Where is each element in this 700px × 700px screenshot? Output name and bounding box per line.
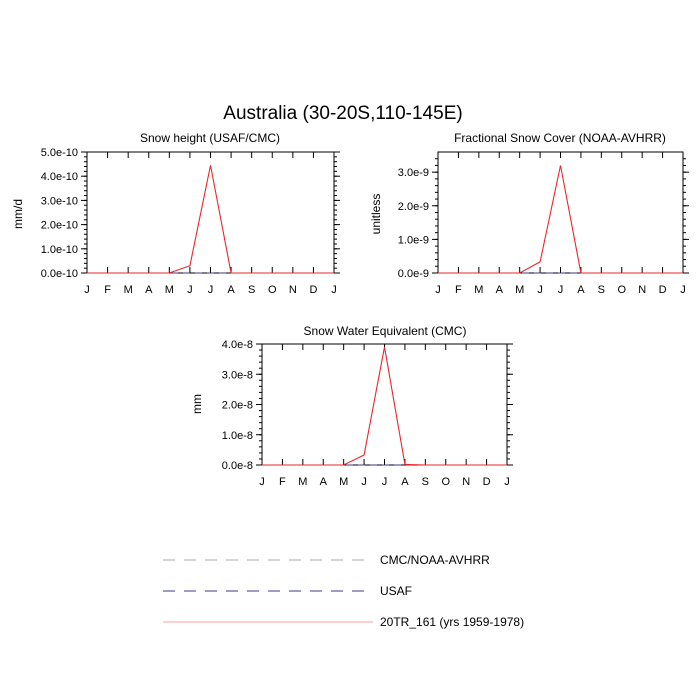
y-axis-label: unitless	[369, 194, 383, 235]
y-tick-label: 4.0e-8	[222, 339, 253, 351]
legend-label-20tr-161: 20TR_161 (yrs 1959-1978)	[380, 615, 524, 629]
x-tick-label: J	[331, 284, 337, 296]
y-tick-label: 0.0e-10	[41, 268, 78, 280]
x-tick-label: J	[84, 284, 90, 296]
x-tick-label: J	[208, 284, 214, 296]
y-tick-label: 3.0e-9	[398, 167, 429, 179]
x-tick-label: O	[617, 284, 626, 296]
x-tick-label: A	[401, 476, 409, 488]
x-tick-label: J	[537, 284, 543, 296]
x-tick-label: M	[298, 476, 307, 488]
y-axis-label: mm	[190, 394, 204, 414]
chart-title: Snow height (USAF/CMC)	[140, 131, 280, 145]
y-tick-label: 4.0e-10	[41, 171, 78, 183]
legend: CMC/NOAA-AVHRR USAF 20TR_161 (yrs 1959-1…	[163, 553, 524, 629]
y-tick-label: 2.0e-10	[41, 220, 78, 232]
x-tick-label: D	[483, 476, 491, 488]
y-tick-label: 3.0e-8	[222, 369, 253, 381]
x-tick-label: J	[558, 284, 564, 296]
x-tick-label: N	[462, 476, 470, 488]
series-line-20tr-161-yrs-1959-1978	[87, 165, 334, 274]
legend-label-cmc-noaa-avhrr: CMC/NOAA-AVHRR	[380, 553, 490, 567]
legend-label-usaf: USAF	[380, 584, 412, 598]
figure-title: Australia (30-20S,110-145E)	[223, 103, 462, 124]
y-tick-label: 0.0e-8	[222, 460, 253, 472]
series-line-20tr-161-yrs-1959-1978	[262, 346, 507, 466]
x-tick-label: J	[504, 476, 510, 488]
x-tick-label: A	[145, 284, 153, 296]
x-tick-label: J	[435, 284, 441, 296]
plot-frame	[86, 151, 335, 274]
y-tick-label: 1.0e-9	[398, 234, 429, 246]
x-tick-label: J	[187, 284, 193, 296]
x-tick-label: F	[455, 284, 462, 296]
x-tick-label: D	[659, 284, 667, 296]
plot-frame	[437, 151, 684, 274]
x-tick-label: J	[259, 476, 265, 488]
y-tick-label: 1.0e-8	[222, 430, 253, 442]
y-axis-label: mm/d	[11, 199, 25, 229]
y-tick-label: 2.0e-8	[222, 400, 253, 412]
y-tick-label: 2.0e-9	[398, 201, 429, 213]
y-tick-label: 5.0e-10	[41, 147, 78, 159]
x-tick-label: N	[289, 284, 297, 296]
x-tick-label: J	[382, 476, 388, 488]
x-tick-label: F	[279, 476, 286, 488]
y-tick-label: 0.0e-9	[398, 268, 429, 280]
x-tick-label: A	[227, 284, 235, 296]
x-tick-label: O	[268, 284, 277, 296]
x-tick-label: A	[577, 284, 585, 296]
chart-fractional-snow-cover: Fractional Snow Cover (NOAA-AVHRR) unitl…	[369, 131, 689, 296]
x-tick-label: M	[339, 476, 348, 488]
chart-title: Snow Water Equivalent (CMC)	[304, 324, 467, 338]
x-tick-label: D	[309, 284, 317, 296]
chart-title: Fractional Snow Cover (NOAA-AVHRR)	[454, 131, 666, 145]
x-tick-label: F	[104, 284, 111, 296]
y-tick-label: 1.0e-10	[41, 244, 78, 256]
x-tick-label: J	[680, 284, 686, 296]
x-tick-label: A	[496, 284, 504, 296]
x-tick-label: S	[248, 284, 255, 296]
x-tick-label: O	[441, 476, 450, 488]
x-tick-label: S	[422, 476, 429, 488]
x-tick-label: J	[361, 476, 367, 488]
plot-frame	[261, 343, 508, 466]
x-tick-label: S	[598, 284, 605, 296]
x-tick-label: A	[320, 476, 328, 488]
series-line-20tr-161-yrs-1959-1978	[438, 165, 683, 274]
x-tick-label: N	[638, 284, 646, 296]
x-tick-label: M	[515, 284, 524, 296]
x-tick-label: M	[124, 284, 133, 296]
y-tick-label: 3.0e-10	[41, 195, 78, 207]
x-tick-label: M	[474, 284, 483, 296]
x-tick-label: M	[165, 284, 174, 296]
